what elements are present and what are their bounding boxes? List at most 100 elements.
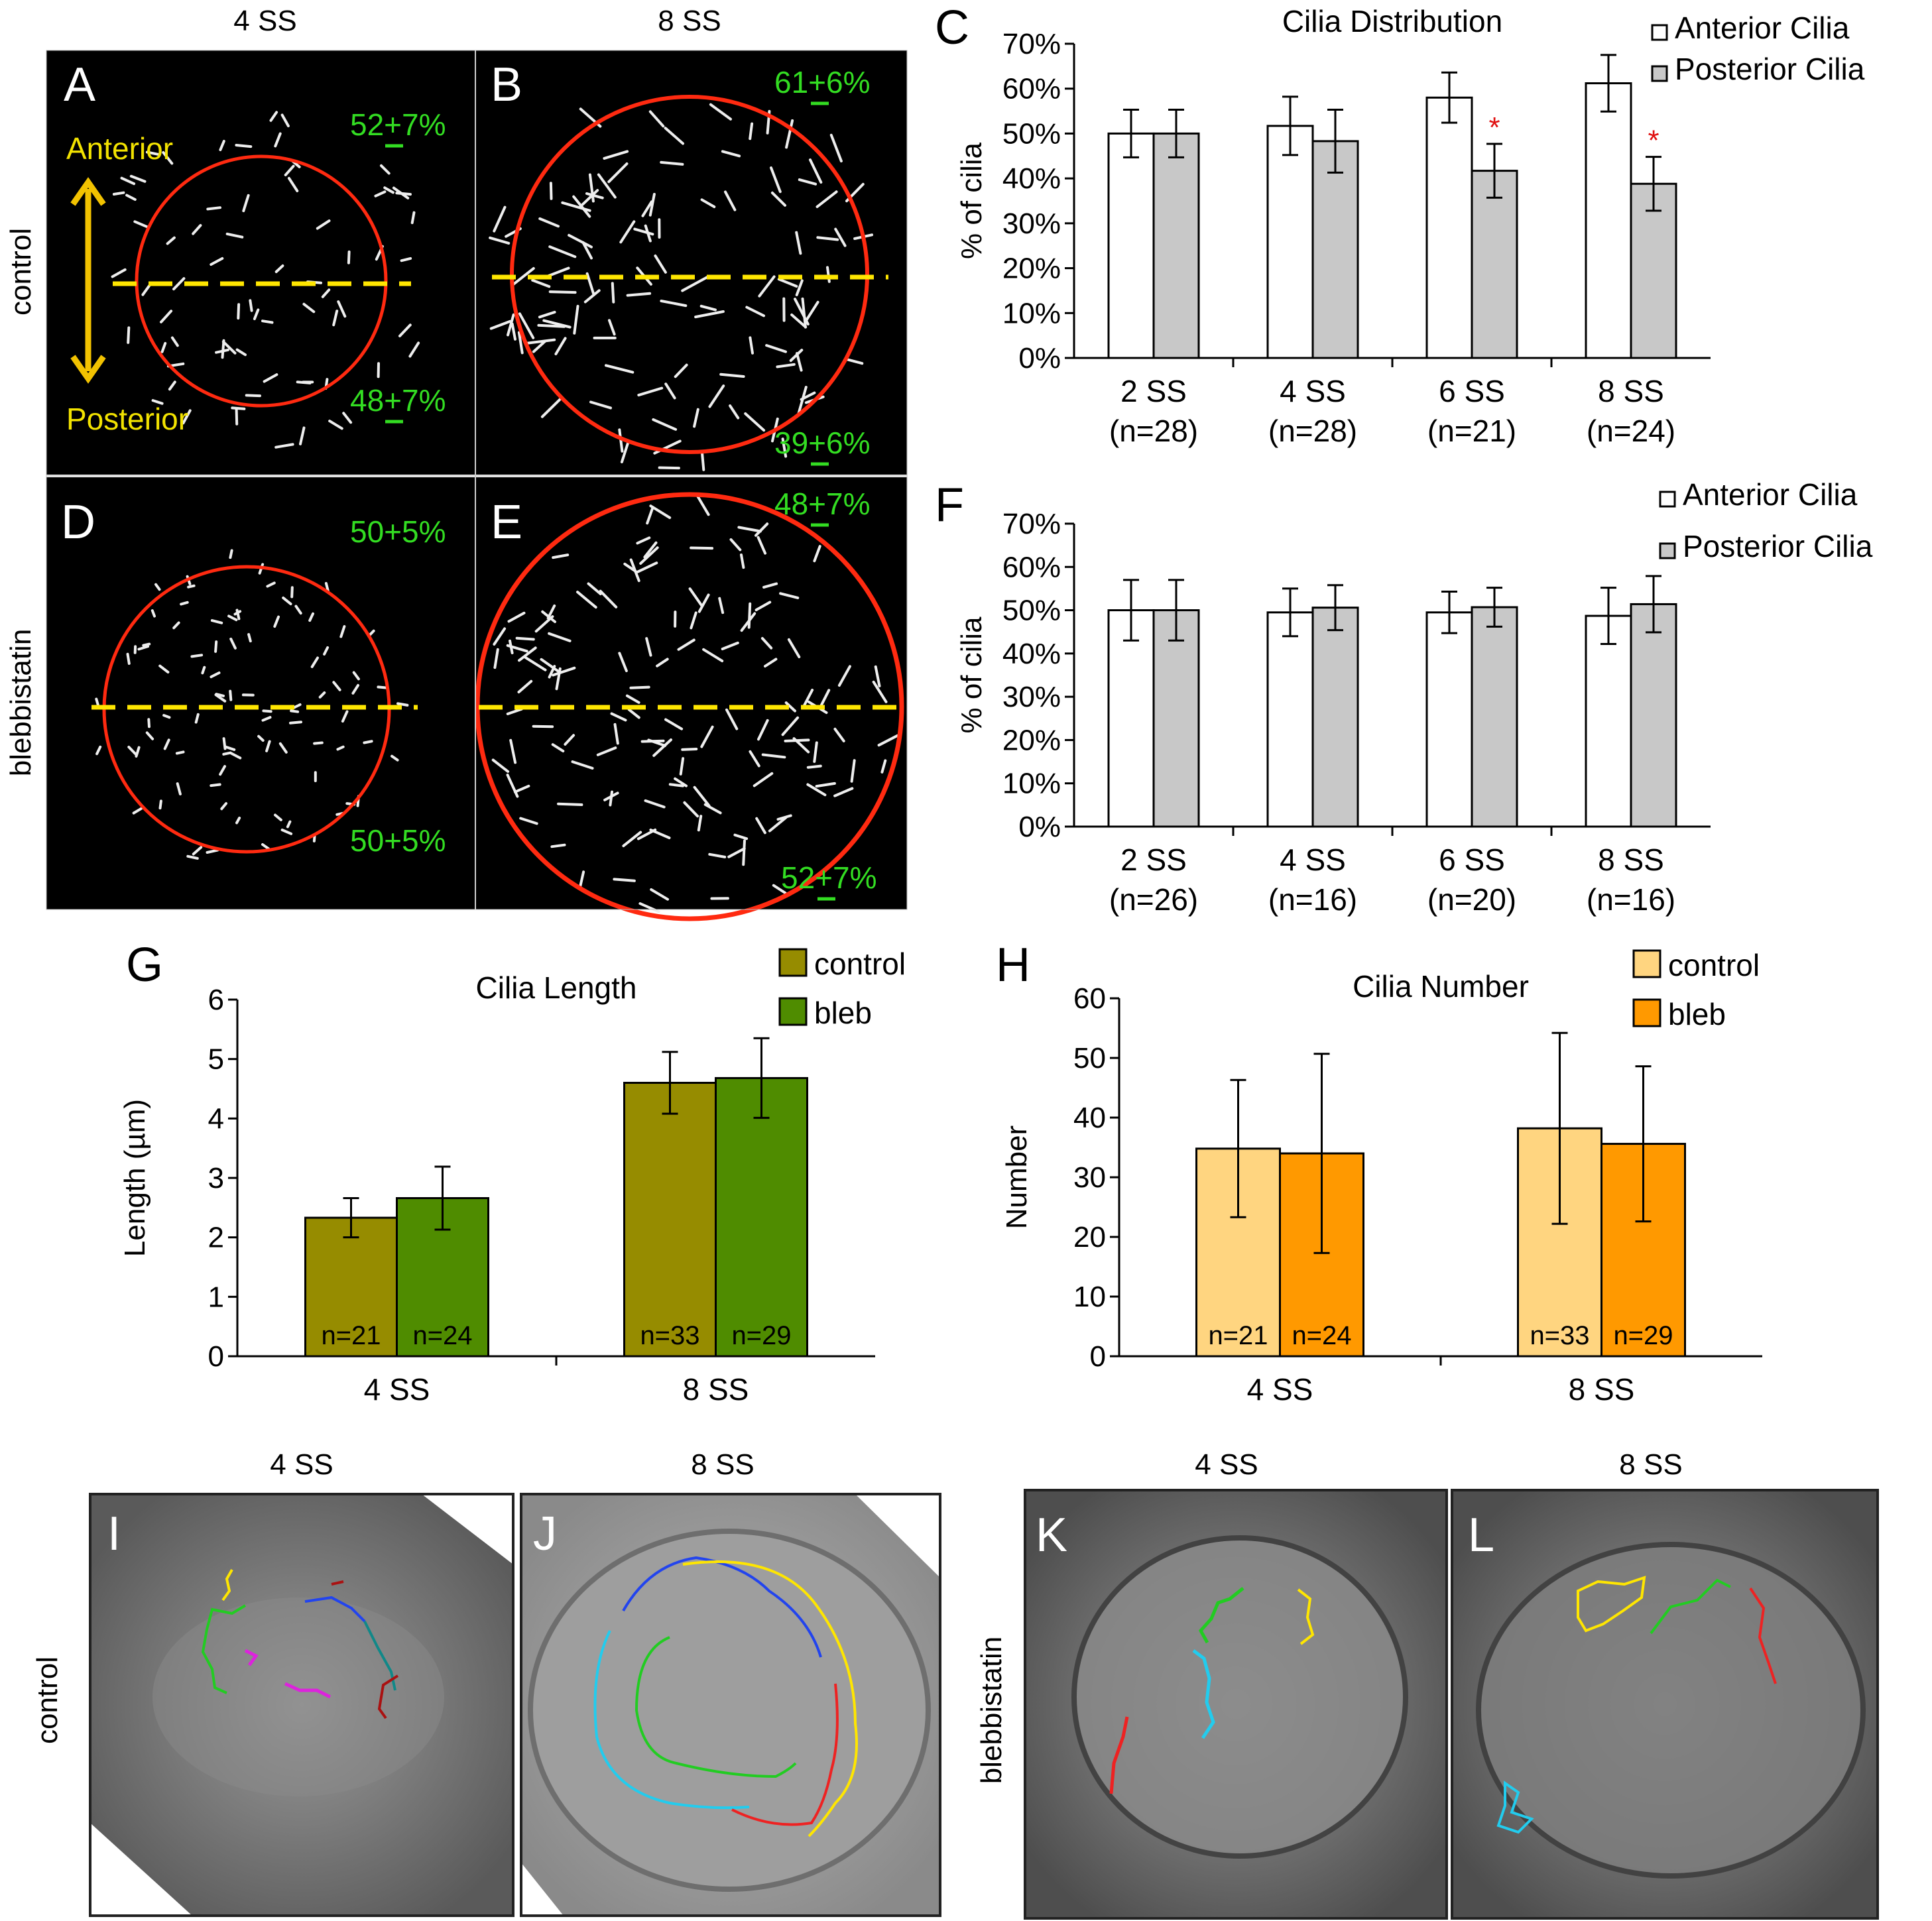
track-darkred <box>331 1580 399 1719</box>
tracking-figure: 4 SS 8 SS 4 SS 8 SS control blebbistatin… <box>31 1448 1879 1920</box>
cilium-mark <box>623 562 637 573</box>
cilium-mark <box>650 888 669 901</box>
legend-swatch <box>1659 491 1676 508</box>
cilium-mark <box>790 313 808 329</box>
cilium-mark <box>603 791 619 801</box>
cilium-mark <box>645 637 652 657</box>
cilium-mark <box>816 236 839 241</box>
cilium-mark <box>618 428 624 453</box>
column-label-8ss-tracks: 8 SS <box>691 1448 754 1481</box>
cilium-mark <box>489 320 512 330</box>
cilium-mark <box>145 150 160 156</box>
cilium-mark <box>637 386 664 397</box>
cilium-mark <box>571 760 594 770</box>
legend-swatch <box>1659 542 1676 559</box>
cilium-mark <box>299 426 306 445</box>
cilium-mark <box>693 408 699 428</box>
posterior-label: Posterior <box>66 402 188 436</box>
cilium-mark <box>135 746 141 758</box>
cilium-mark <box>755 817 766 835</box>
cilium-mark <box>225 232 244 239</box>
track-yellow <box>682 1560 858 1837</box>
cilium-mark <box>210 257 224 266</box>
cilium-mark <box>316 219 331 230</box>
row-label-control-tracks: control <box>31 1657 64 1744</box>
chart-c: C 0% 10% 20% 30% 40% 50% 60% 70% % of cilia Cilia… <box>935 1 1865 448</box>
bar-n-label: n=29 <box>1613 1321 1673 1350</box>
x-category-label: 2 SS <box>1120 843 1187 877</box>
cilium-mark <box>302 302 316 314</box>
cilium-mark <box>541 610 556 623</box>
cilium-mark <box>724 190 737 211</box>
cilium-mark <box>749 750 760 768</box>
cilium-mark <box>274 443 294 449</box>
cilium-mark <box>363 740 373 744</box>
cilium-mark <box>603 150 629 160</box>
cilium-mark <box>758 275 776 298</box>
cilium-mark <box>176 782 182 795</box>
legend-label: Anterior Cilia <box>1675 11 1850 45</box>
bar-n-label: n=33 <box>640 1321 699 1350</box>
cilium-mark <box>263 373 278 383</box>
cilium-mark <box>337 300 347 318</box>
cilium-mark <box>324 582 330 593</box>
cilium-mark <box>145 731 154 740</box>
cilium-mark <box>877 734 899 747</box>
y-axis-label: Number <box>1000 1126 1033 1230</box>
cilium-mark <box>549 182 553 200</box>
x-category-label: 4 SS <box>1280 374 1346 408</box>
cilium-mark <box>511 322 516 341</box>
chart-g: G 0 1 2 3 4 5 6 Length (µm) Cilia Length n=21 n=24… <box>119 939 906 1407</box>
cilium-mark <box>526 338 556 345</box>
cilium-mark <box>237 303 241 320</box>
cilium-mark <box>318 691 326 699</box>
x-category-n: (n=21) <box>1427 414 1516 448</box>
cilium-mark <box>644 799 666 809</box>
cilium-mark <box>210 671 221 679</box>
legend-label: Anterior Cilia <box>1683 477 1858 512</box>
x-category-n: (n=28) <box>1268 414 1357 448</box>
cilium-mark <box>597 173 617 199</box>
cilium-mark <box>235 609 241 620</box>
cilium-mark <box>257 734 265 742</box>
cilium-mark <box>518 646 537 662</box>
bar-a <box>1585 614 1632 828</box>
cilium-mark <box>95 697 99 707</box>
cilium-mark <box>491 758 510 773</box>
cilium-mark <box>396 702 409 707</box>
cilium-mark <box>328 420 343 430</box>
cilium-mark <box>819 689 831 707</box>
cilium-mark <box>652 738 672 757</box>
cilium-mark <box>336 745 345 751</box>
cilium-mark <box>619 220 636 244</box>
panel-i-track-image: I <box>89 1493 514 1917</box>
panel-b-letter: B <box>491 58 522 111</box>
cilium-mark <box>725 708 739 730</box>
bar-b <box>1152 132 1200 359</box>
cilium-mark <box>310 656 319 668</box>
cilium-mark <box>756 536 767 555</box>
cilium-mark <box>611 282 615 304</box>
cilium-mark <box>214 693 227 703</box>
cilium-mark <box>583 289 601 304</box>
cilium-mark <box>809 158 823 184</box>
cilium-mark <box>613 723 619 745</box>
cilium-mark <box>795 279 804 296</box>
y-tick-label: 30% <box>1002 207 1061 240</box>
cilium-mark <box>151 399 164 405</box>
y-tick-label: 0% <box>1018 811 1061 843</box>
cilium-mark <box>833 727 845 742</box>
panel-g-letter: G <box>126 939 163 992</box>
cilium-mark <box>589 400 612 410</box>
bar-n-label: n=24 <box>412 1321 472 1350</box>
cilium-mark <box>274 264 284 273</box>
cilium-mark <box>190 654 204 658</box>
cilium-mark <box>627 708 640 719</box>
cilium-mark <box>636 561 658 573</box>
cilium-mark <box>760 637 773 650</box>
cilium-mark <box>762 582 778 589</box>
row-label-control: control <box>5 228 37 316</box>
track-yellow <box>221 1569 233 1601</box>
panel-c-letter: C <box>935 1 969 54</box>
bar-b <box>1152 609 1200 828</box>
